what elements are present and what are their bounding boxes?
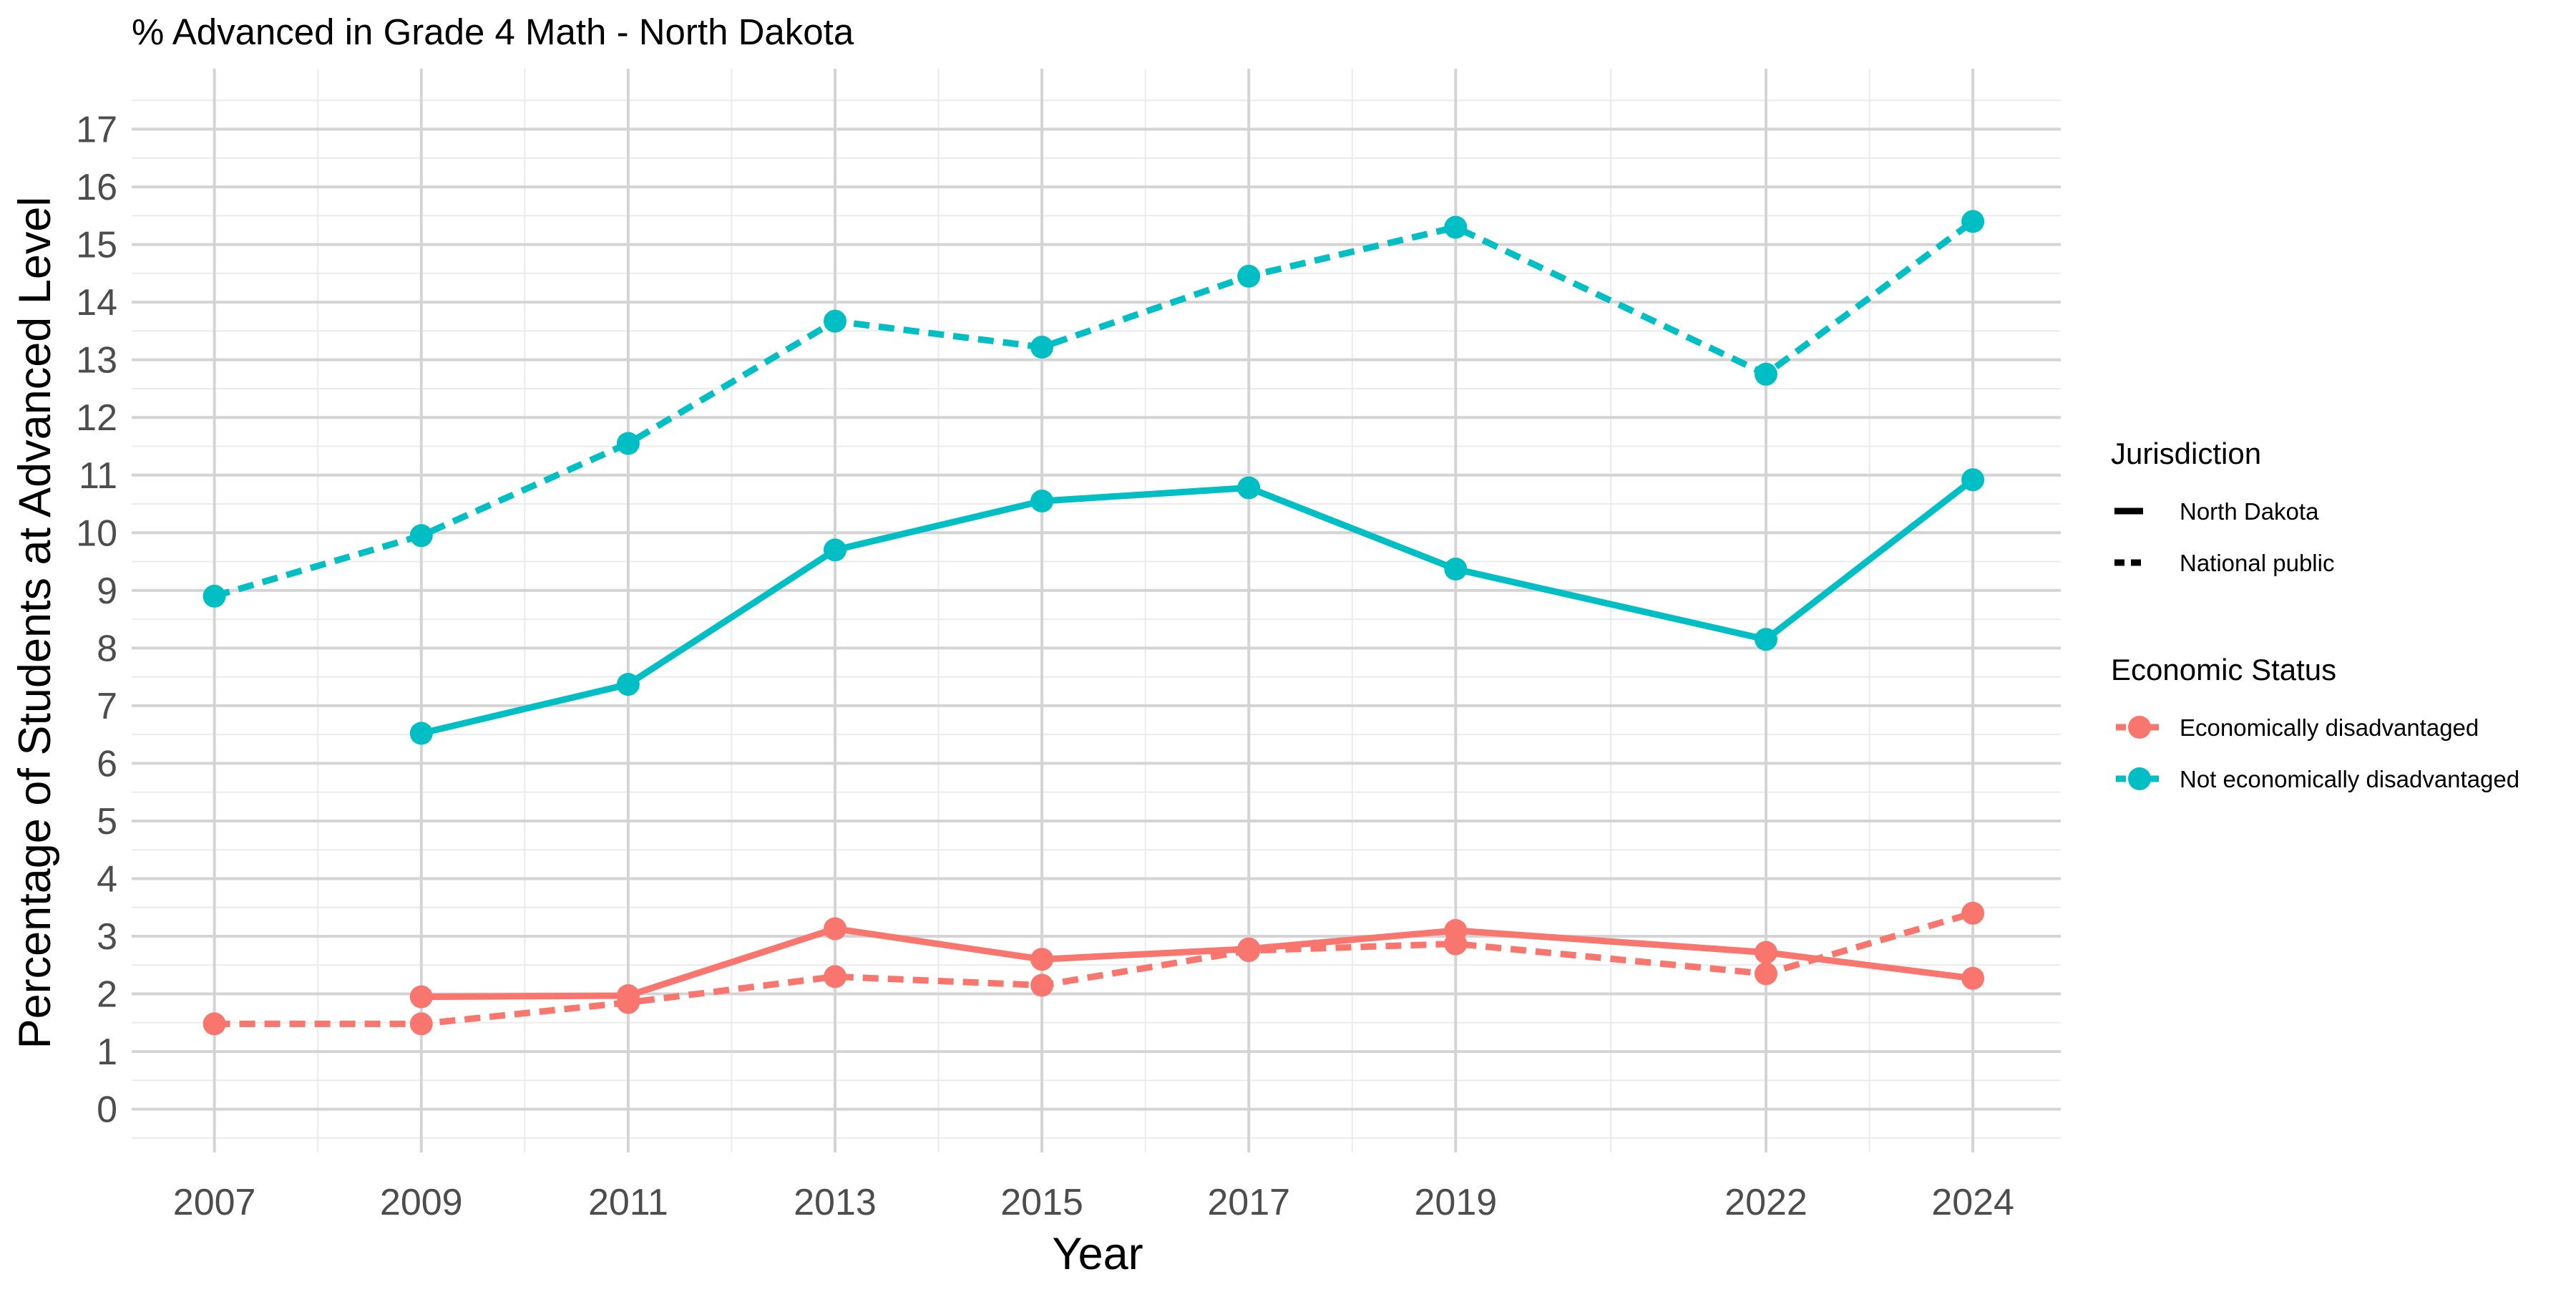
y-tick-label-1: 1	[97, 1031, 117, 1073]
legend-key-not-econ-disadvantaged-point	[2128, 767, 2151, 790]
legend-title-economic-status: Economic Status	[2111, 653, 2336, 686]
data-point-1-1	[616, 673, 640, 696]
data-point-2-3	[1030, 948, 1054, 971]
data-point-3-1	[409, 1012, 433, 1036]
data-point-3-8	[1961, 901, 1985, 925]
data-point-3-6	[1444, 932, 1468, 956]
data-point-3-5	[1237, 939, 1261, 963]
y-tick-label-12: 12	[76, 397, 117, 439]
data-point-1-5	[1444, 558, 1468, 581]
x-tick-label-2024: 2024	[1931, 1182, 2014, 1223]
series-line-1	[420, 477, 1975, 737]
data-point-0-3	[824, 309, 847, 333]
series-points	[203, 210, 1985, 1036]
y-tick-label-14: 14	[76, 282, 117, 324]
data-point-2-6	[1755, 941, 1777, 964]
x-tick-label-2022: 2022	[1724, 1182, 1807, 1223]
data-point-1-0	[409, 722, 433, 745]
y-tick-label-2: 2	[97, 974, 117, 1016]
legend: Jurisdiction North Dakota National publi…	[2111, 437, 2519, 792]
y-tick-label-0: 0	[97, 1089, 117, 1131]
x-tick-label-2007: 2007	[173, 1182, 256, 1223]
data-point-3-0	[203, 1012, 226, 1036]
y-axis-title: Percentage of Students at Advanced Level	[10, 197, 60, 1049]
data-point-1-4	[1237, 476, 1261, 500]
legend-title-jurisdiction: Jurisdiction	[2111, 437, 2261, 470]
data-point-1-7	[1961, 468, 1985, 492]
x-tick-labels: 2007 2009 2011 2013 2015 2017 2019 2022 2024	[173, 1182, 2014, 1223]
x-tick-label-2015: 2015	[1000, 1182, 1083, 1223]
x-tick-label-2013: 2013	[794, 1182, 877, 1223]
data-point-1-6	[1755, 628, 1777, 651]
y-tick-label-10: 10	[76, 513, 117, 554]
y-tick-label-5: 5	[97, 801, 117, 842]
data-point-3-2	[616, 991, 640, 1014]
data-point-0-1	[409, 524, 433, 548]
y-tick-label-8: 8	[97, 628, 117, 669]
x-tick-label-2011: 2011	[588, 1182, 668, 1223]
y-tick-label-6: 6	[97, 743, 117, 785]
legend-label-national-public: National public	[2180, 550, 2334, 576]
y-tick-label-15: 15	[76, 225, 117, 266]
x-tick-label-2019: 2019	[1414, 1182, 1497, 1223]
data-point-0-0	[203, 584, 226, 608]
y-tick-label-3: 3	[97, 916, 117, 958]
y-tick-label-17: 17	[76, 110, 117, 151]
x-tick-label-2017: 2017	[1207, 1182, 1290, 1223]
legend-label-econ-disadvantaged: Economically disadvantaged	[2180, 714, 2479, 741]
data-point-3-4	[1030, 973, 1054, 997]
legend-key-econ-disadvantaged-point	[2128, 716, 2151, 739]
grid-minor	[132, 69, 2061, 1152]
y-tick-label-9: 9	[97, 570, 117, 612]
chart-title: % Advanced in Grade 4 Math - North Dakot…	[132, 11, 854, 52]
data-point-2-7	[1961, 966, 1985, 990]
series-line-2	[421, 926, 1974, 1001]
data-point-0-7	[1755, 362, 1777, 386]
legend-label-not-econ-disadvantaged: Not economically disadvantaged	[2180, 766, 2519, 792]
data-point-1-3	[1030, 490, 1054, 513]
data-point-0-8	[1961, 210, 1985, 233]
data-point-0-2	[616, 432, 640, 455]
data-point-1-2	[824, 538, 847, 562]
legend-label-north-dakota: North Dakota	[2180, 498, 2319, 525]
data-point-3-3	[824, 965, 847, 989]
y-tick-label-7: 7	[97, 686, 117, 727]
data-point-2-0	[409, 985, 433, 1009]
data-point-3-7	[1755, 962, 1777, 986]
data-point-0-4	[1030, 336, 1054, 359]
x-tick-label-2009: 2009	[380, 1182, 463, 1223]
data-point-0-5	[1237, 264, 1261, 288]
y-tick-label-16: 16	[76, 167, 117, 208]
y-tick-label-13: 13	[76, 340, 117, 382]
y-tick-label-11: 11	[79, 455, 117, 497]
data-point-2-2	[824, 917, 847, 941]
x-axis-title: Year	[1052, 1229, 1143, 1279]
y-tick-label-4: 4	[97, 858, 117, 900]
data-point-0-6	[1444, 215, 1468, 239]
